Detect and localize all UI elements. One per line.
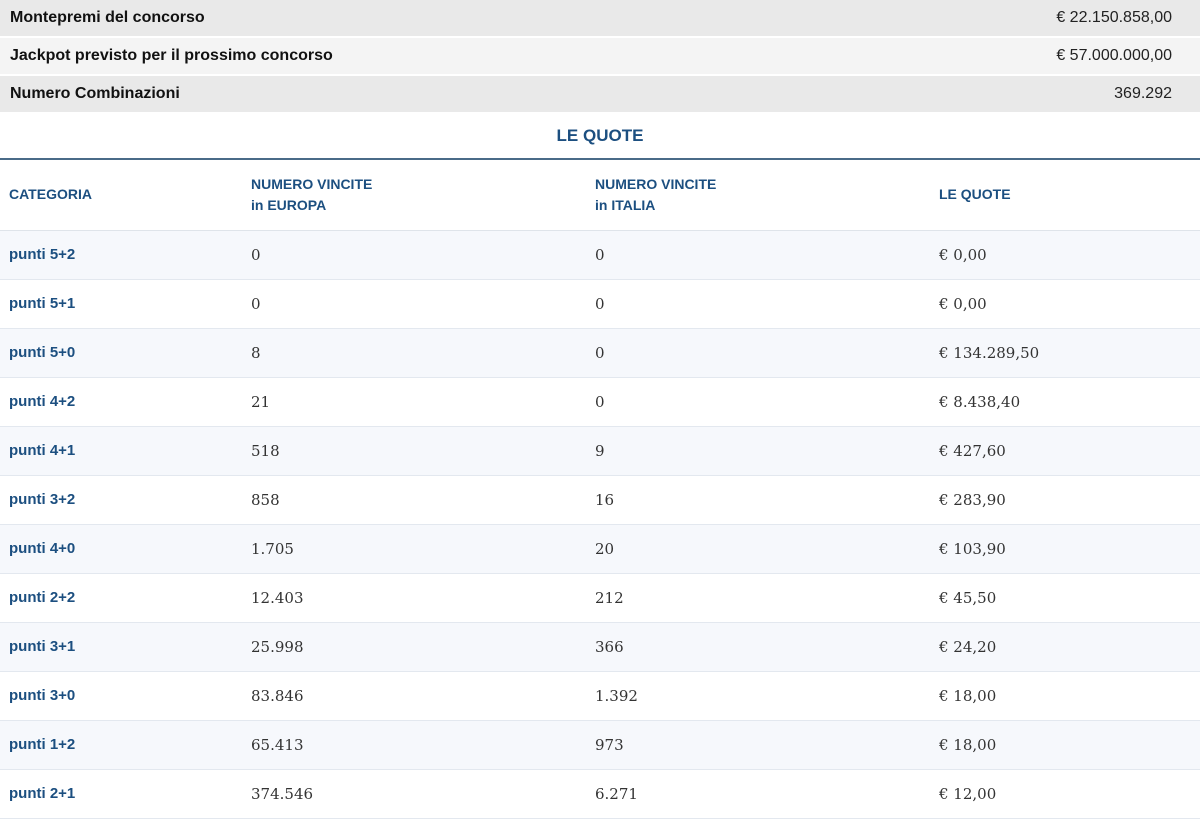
table-row: punti 3+0 83.846 1.392 € 18,00 — [0, 671, 1200, 721]
quota-cell: € 134.289,50 — [930, 328, 1200, 378]
quota-cell: € 18,00 — [930, 671, 1200, 721]
table-row: punti 5+1 0 0 € 0,00 — [0, 279, 1200, 329]
table-row: punti 3+1 25.998 366 € 24,20 — [0, 622, 1200, 672]
summary-label: Montepremi del concorso — [10, 9, 205, 26]
header-line: in EUROPA — [251, 196, 327, 213]
summary-row-montepremi: Montepremi del concorso € 22.150.858,00 — [0, 0, 1200, 38]
summary-value: € 22.150.858,00 — [1056, 9, 1172, 26]
header-categoria: CATEGORIA — [0, 160, 242, 231]
vincite-italia-cell: 6.271 — [586, 769, 930, 819]
summary-label: Numero Combinazioni — [10, 85, 180, 102]
categoria-cell: punti 4+2 — [0, 377, 242, 427]
section-title: LE QUOTE — [0, 114, 1200, 160]
vincite-europa-cell: 21 — [242, 377, 586, 427]
vincite-italia-cell: 0 — [586, 328, 930, 378]
table-row: punti 5+2 0 0 € 0,00 — [0, 230, 1200, 280]
header-line: in ITALIA — [595, 196, 656, 213]
summary-row-combinazioni: Numero Combinazioni 369.292 — [0, 76, 1200, 114]
header-line: NUMERO VINCITE — [251, 175, 373, 192]
vincite-europa-cell: 65.413 — [242, 720, 586, 770]
vincite-europa-cell: 1.705 — [242, 524, 586, 574]
header-quote: LE QUOTE — [930, 160, 1200, 231]
vincite-italia-cell: 0 — [586, 230, 930, 280]
summary-label: Jackpot previsto per il prossimo concors… — [10, 47, 333, 64]
quota-cell: € 24,20 — [930, 622, 1200, 672]
categoria-cell: punti 5+2 — [0, 230, 242, 280]
quota-cell: € 12,00 — [930, 769, 1200, 819]
table-row: punti 1+2 65.413 973 € 18,00 — [0, 720, 1200, 770]
categoria-cell: punti 2+2 — [0, 573, 242, 623]
quote-table: CATEGORIA NUMERO VINCITE in EUROPA NUMER… — [0, 160, 1200, 819]
table-row: punti 5+0 8 0 € 134.289,50 — [0, 328, 1200, 378]
table-body: punti 5+2 0 0 € 0,00 punti 5+1 0 0 € 0,00 punti … — [0, 230, 1200, 819]
vincite-europa-cell: 83.846 — [242, 671, 586, 721]
summary-row-jackpot: Jackpot previsto per il prossimo concors… — [0, 38, 1200, 76]
summary-value: € 57.000.000,00 — [1056, 47, 1172, 64]
vincite-europa-cell: 25.998 — [242, 622, 586, 672]
header-line: NUMERO VINCITE — [595, 175, 717, 192]
categoria-cell: punti 1+2 — [0, 720, 242, 770]
vincite-italia-cell: 0 — [586, 377, 930, 427]
vincite-europa-cell: 0 — [242, 279, 586, 329]
header-vincite-italia: NUMERO VINCITE in ITALIA — [586, 160, 930, 231]
vincite-europa-cell: 858 — [242, 475, 586, 525]
vincite-italia-cell: 973 — [586, 720, 930, 770]
quota-cell: € 8.438,40 — [930, 377, 1200, 427]
quota-cell: € 18,00 — [930, 720, 1200, 770]
vincite-italia-cell: 1.392 — [586, 671, 930, 721]
vincite-europa-cell: 374.546 — [242, 769, 586, 819]
table-row: punti 2+1 374.546 6.271 € 12,00 — [0, 769, 1200, 819]
categoria-cell: punti 3+1 — [0, 622, 242, 672]
quota-cell: € 0,00 — [930, 279, 1200, 329]
vincite-italia-cell: 366 — [586, 622, 930, 672]
vincite-europa-cell: 12.403 — [242, 573, 586, 623]
quota-cell: € 427,60 — [930, 426, 1200, 476]
table-row: punti 4+0 1.705 20 € 103,90 — [0, 524, 1200, 574]
categoria-cell: punti 3+2 — [0, 475, 242, 525]
header-vincite-europa: NUMERO VINCITE in EUROPA — [242, 160, 586, 231]
quota-cell: € 0,00 — [930, 230, 1200, 280]
summary-value: 369.292 — [1114, 85, 1172, 102]
table-header-row: CATEGORIA NUMERO VINCITE in EUROPA NUMER… — [0, 160, 1200, 231]
quota-cell: € 103,90 — [930, 524, 1200, 574]
table-row: punti 4+2 21 0 € 8.438,40 — [0, 377, 1200, 427]
quota-cell: € 283,90 — [930, 475, 1200, 525]
categoria-cell: punti 2+1 — [0, 769, 242, 819]
table-row: punti 4+1 518 9 € 427,60 — [0, 426, 1200, 476]
vincite-italia-cell: 0 — [586, 279, 930, 329]
table-row: punti 3+2 858 16 € 283,90 — [0, 475, 1200, 525]
summary-block: Montepremi del concorso € 22.150.858,00 … — [0, 0, 1200, 114]
categoria-cell: punti 5+1 — [0, 279, 242, 329]
vincite-italia-cell: 20 — [586, 524, 930, 574]
quota-cell: € 45,50 — [930, 573, 1200, 623]
categoria-cell: punti 4+1 — [0, 426, 242, 476]
categoria-cell: punti 3+0 — [0, 671, 242, 721]
categoria-cell: punti 4+0 — [0, 524, 242, 574]
vincite-italia-cell: 9 — [586, 426, 930, 476]
table-row: punti 2+2 12.403 212 € 45,50 — [0, 573, 1200, 623]
vincite-europa-cell: 8 — [242, 328, 586, 378]
categoria-cell: punti 5+0 — [0, 328, 242, 378]
vincite-europa-cell: 518 — [242, 426, 586, 476]
vincite-italia-cell: 212 — [586, 573, 930, 623]
vincite-europa-cell: 0 — [242, 230, 586, 280]
vincite-italia-cell: 16 — [586, 475, 930, 525]
